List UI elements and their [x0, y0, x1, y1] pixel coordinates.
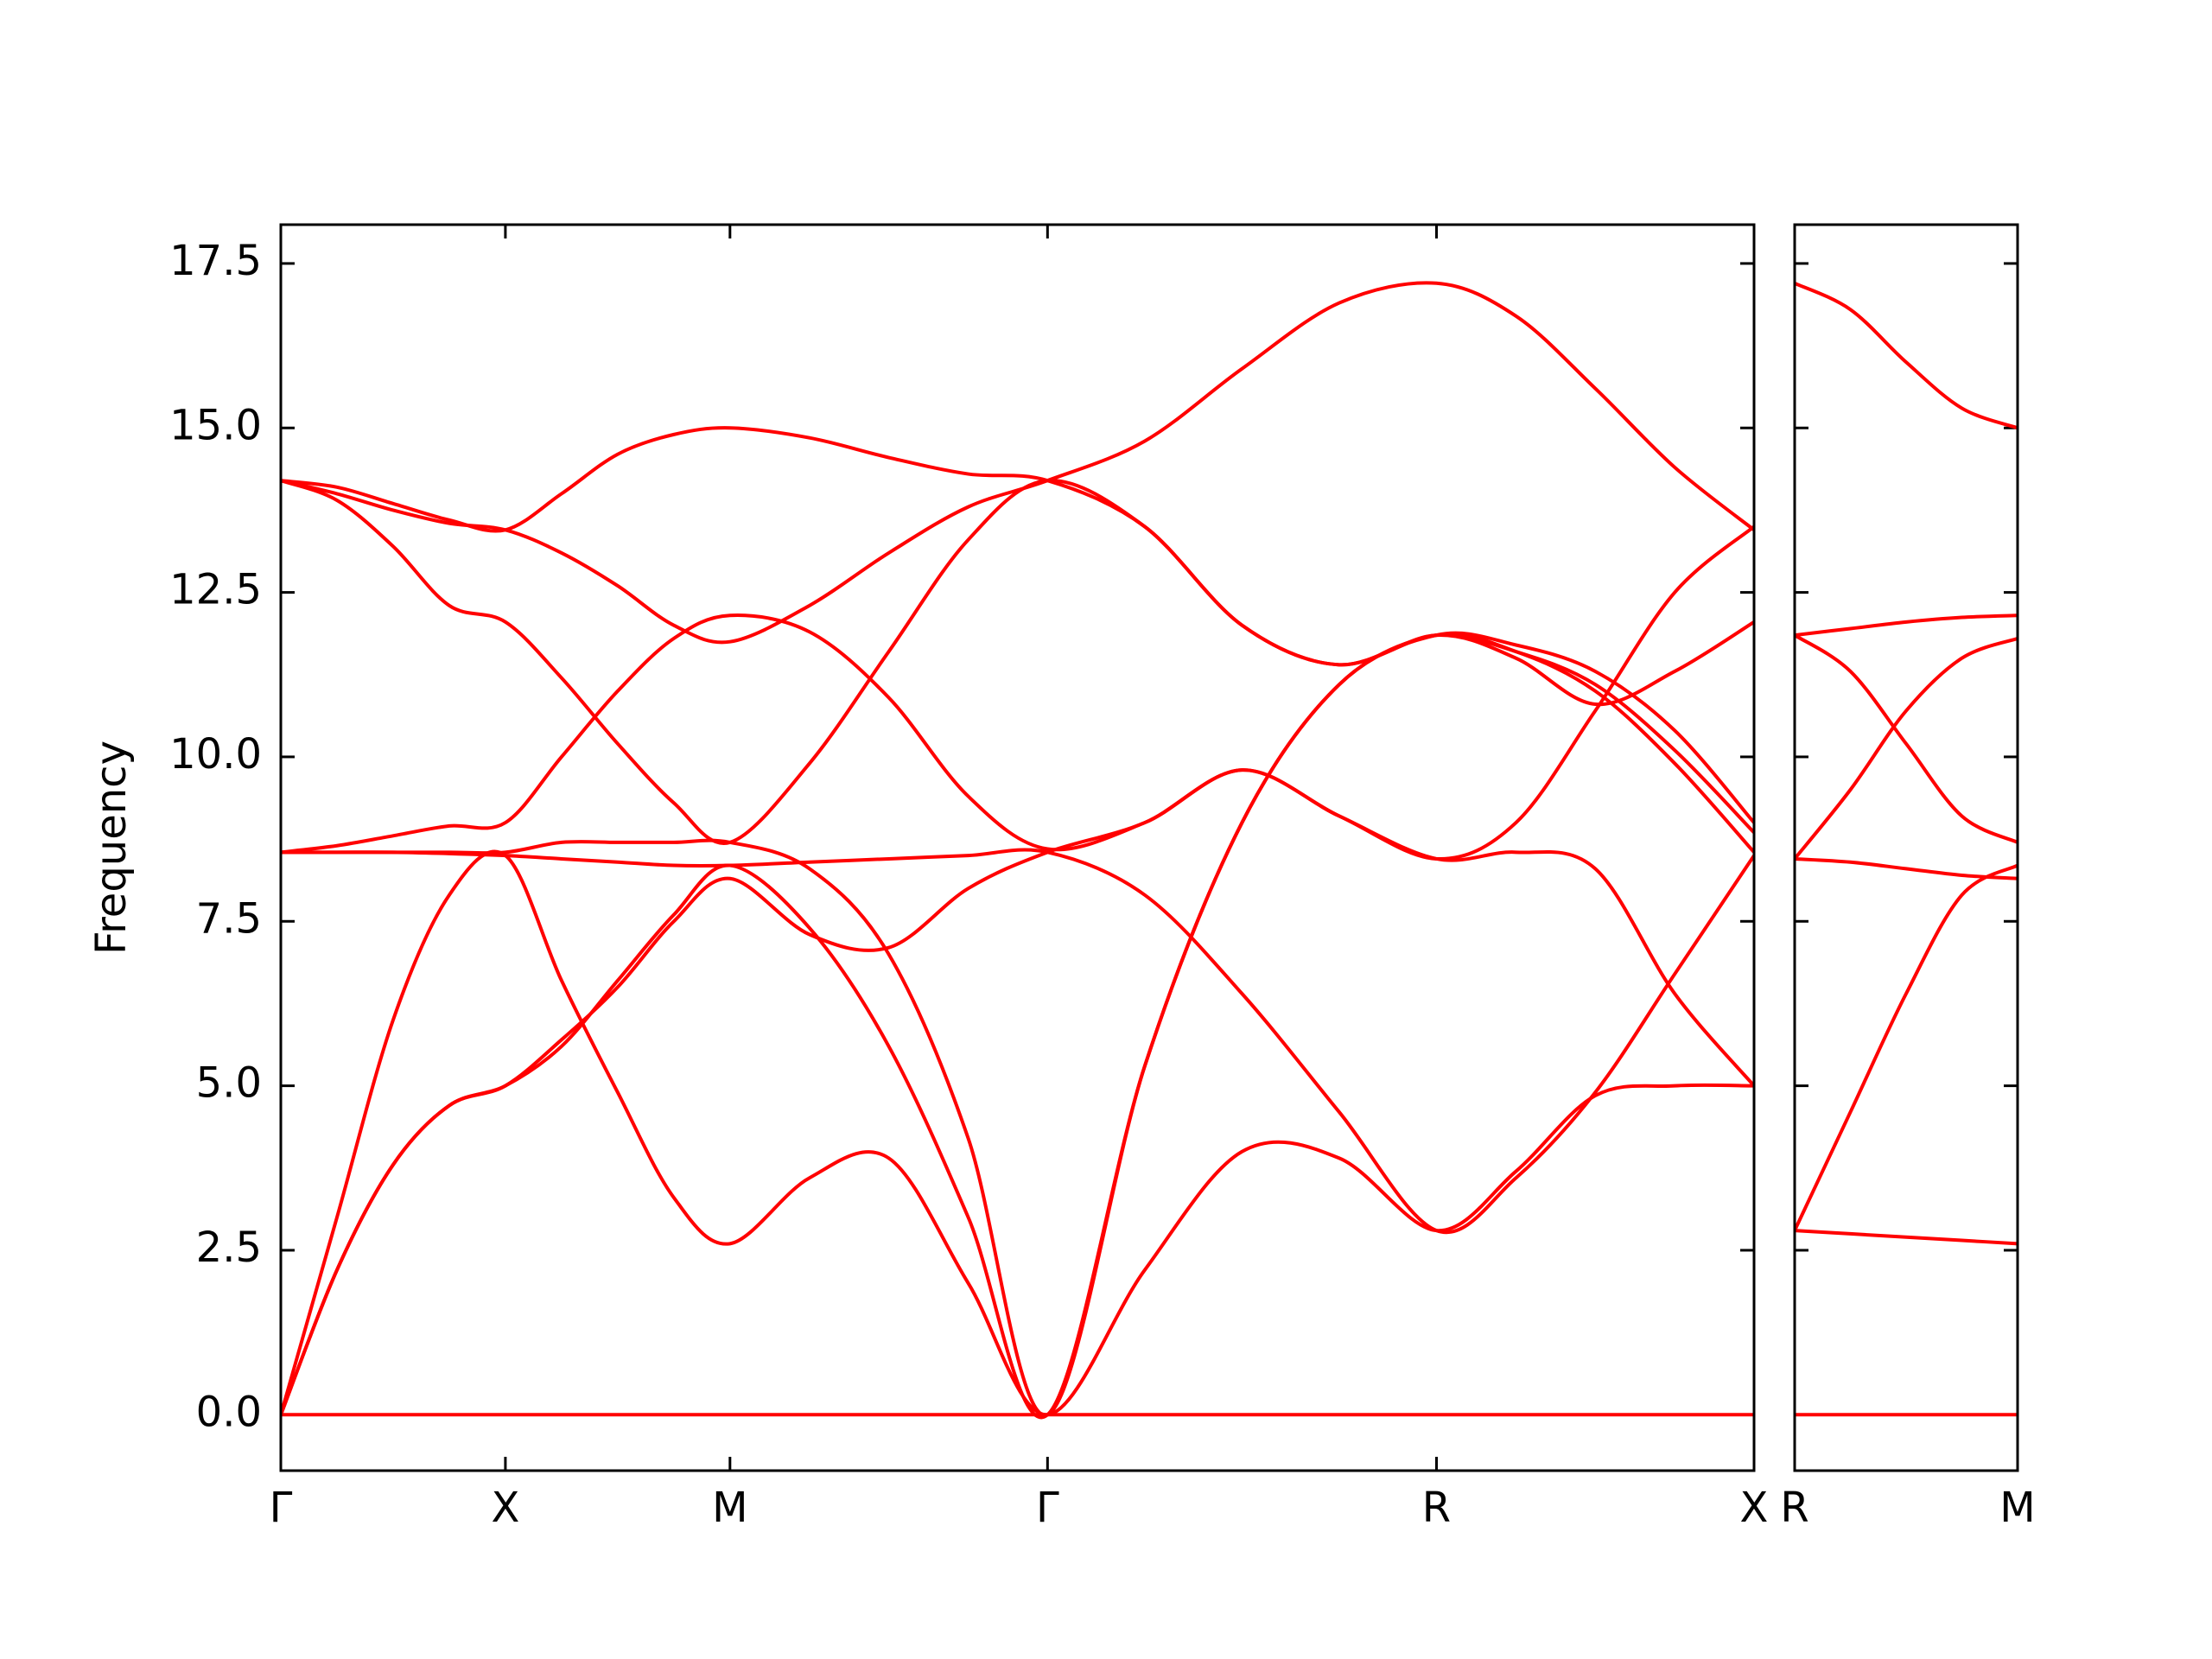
- x-tick-label: M: [712, 1484, 747, 1532]
- band-line: [1795, 613, 2018, 638]
- band-line: [1795, 856, 2018, 880]
- band-line: [281, 631, 1754, 1417]
- y-tick-label: 5.0: [196, 1059, 262, 1108]
- x-tick-label: M: [1999, 1484, 2035, 1532]
- band-line: [1795, 636, 2018, 861]
- plot-frame: [279, 223, 1756, 1472]
- band-line: [1795, 633, 2018, 844]
- band-line: [1795, 281, 2018, 430]
- y-tick-label: 15.0: [169, 401, 262, 449]
- x-tick-label: Γ: [1036, 1484, 1059, 1532]
- y-tick-label: 0.0: [196, 1388, 262, 1436]
- y-tick-label: 10.0: [169, 730, 262, 779]
- x-tick-label: R: [1422, 1484, 1451, 1532]
- band-line: [1795, 863, 2018, 1231]
- band-line: [281, 848, 1754, 1235]
- y-tick-label: 17.5: [169, 237, 262, 285]
- y-tick-label: 7.5: [196, 894, 262, 943]
- band-line: [281, 281, 1754, 645]
- x-tick-label: X: [1740, 1484, 1769, 1532]
- x-tick-label: Γ: [270, 1484, 293, 1532]
- y-tick-label: 12.5: [169, 566, 262, 614]
- band-line: [281, 632, 1754, 1420]
- y-tick-label: 2.5: [196, 1224, 262, 1272]
- band-line: [281, 524, 1754, 861]
- band-line: [281, 768, 1754, 1416]
- x-tick-label: X: [491, 1484, 519, 1532]
- band-line: [1795, 1229, 2018, 1246]
- x-tick-label: R: [1780, 1484, 1808, 1532]
- band-line: [281, 426, 1754, 834]
- band-line: [281, 479, 1754, 845]
- band-line: [281, 849, 1754, 1417]
- y-axis-label: Frequency: [87, 741, 136, 955]
- plot-frame: [1793, 223, 2019, 1472]
